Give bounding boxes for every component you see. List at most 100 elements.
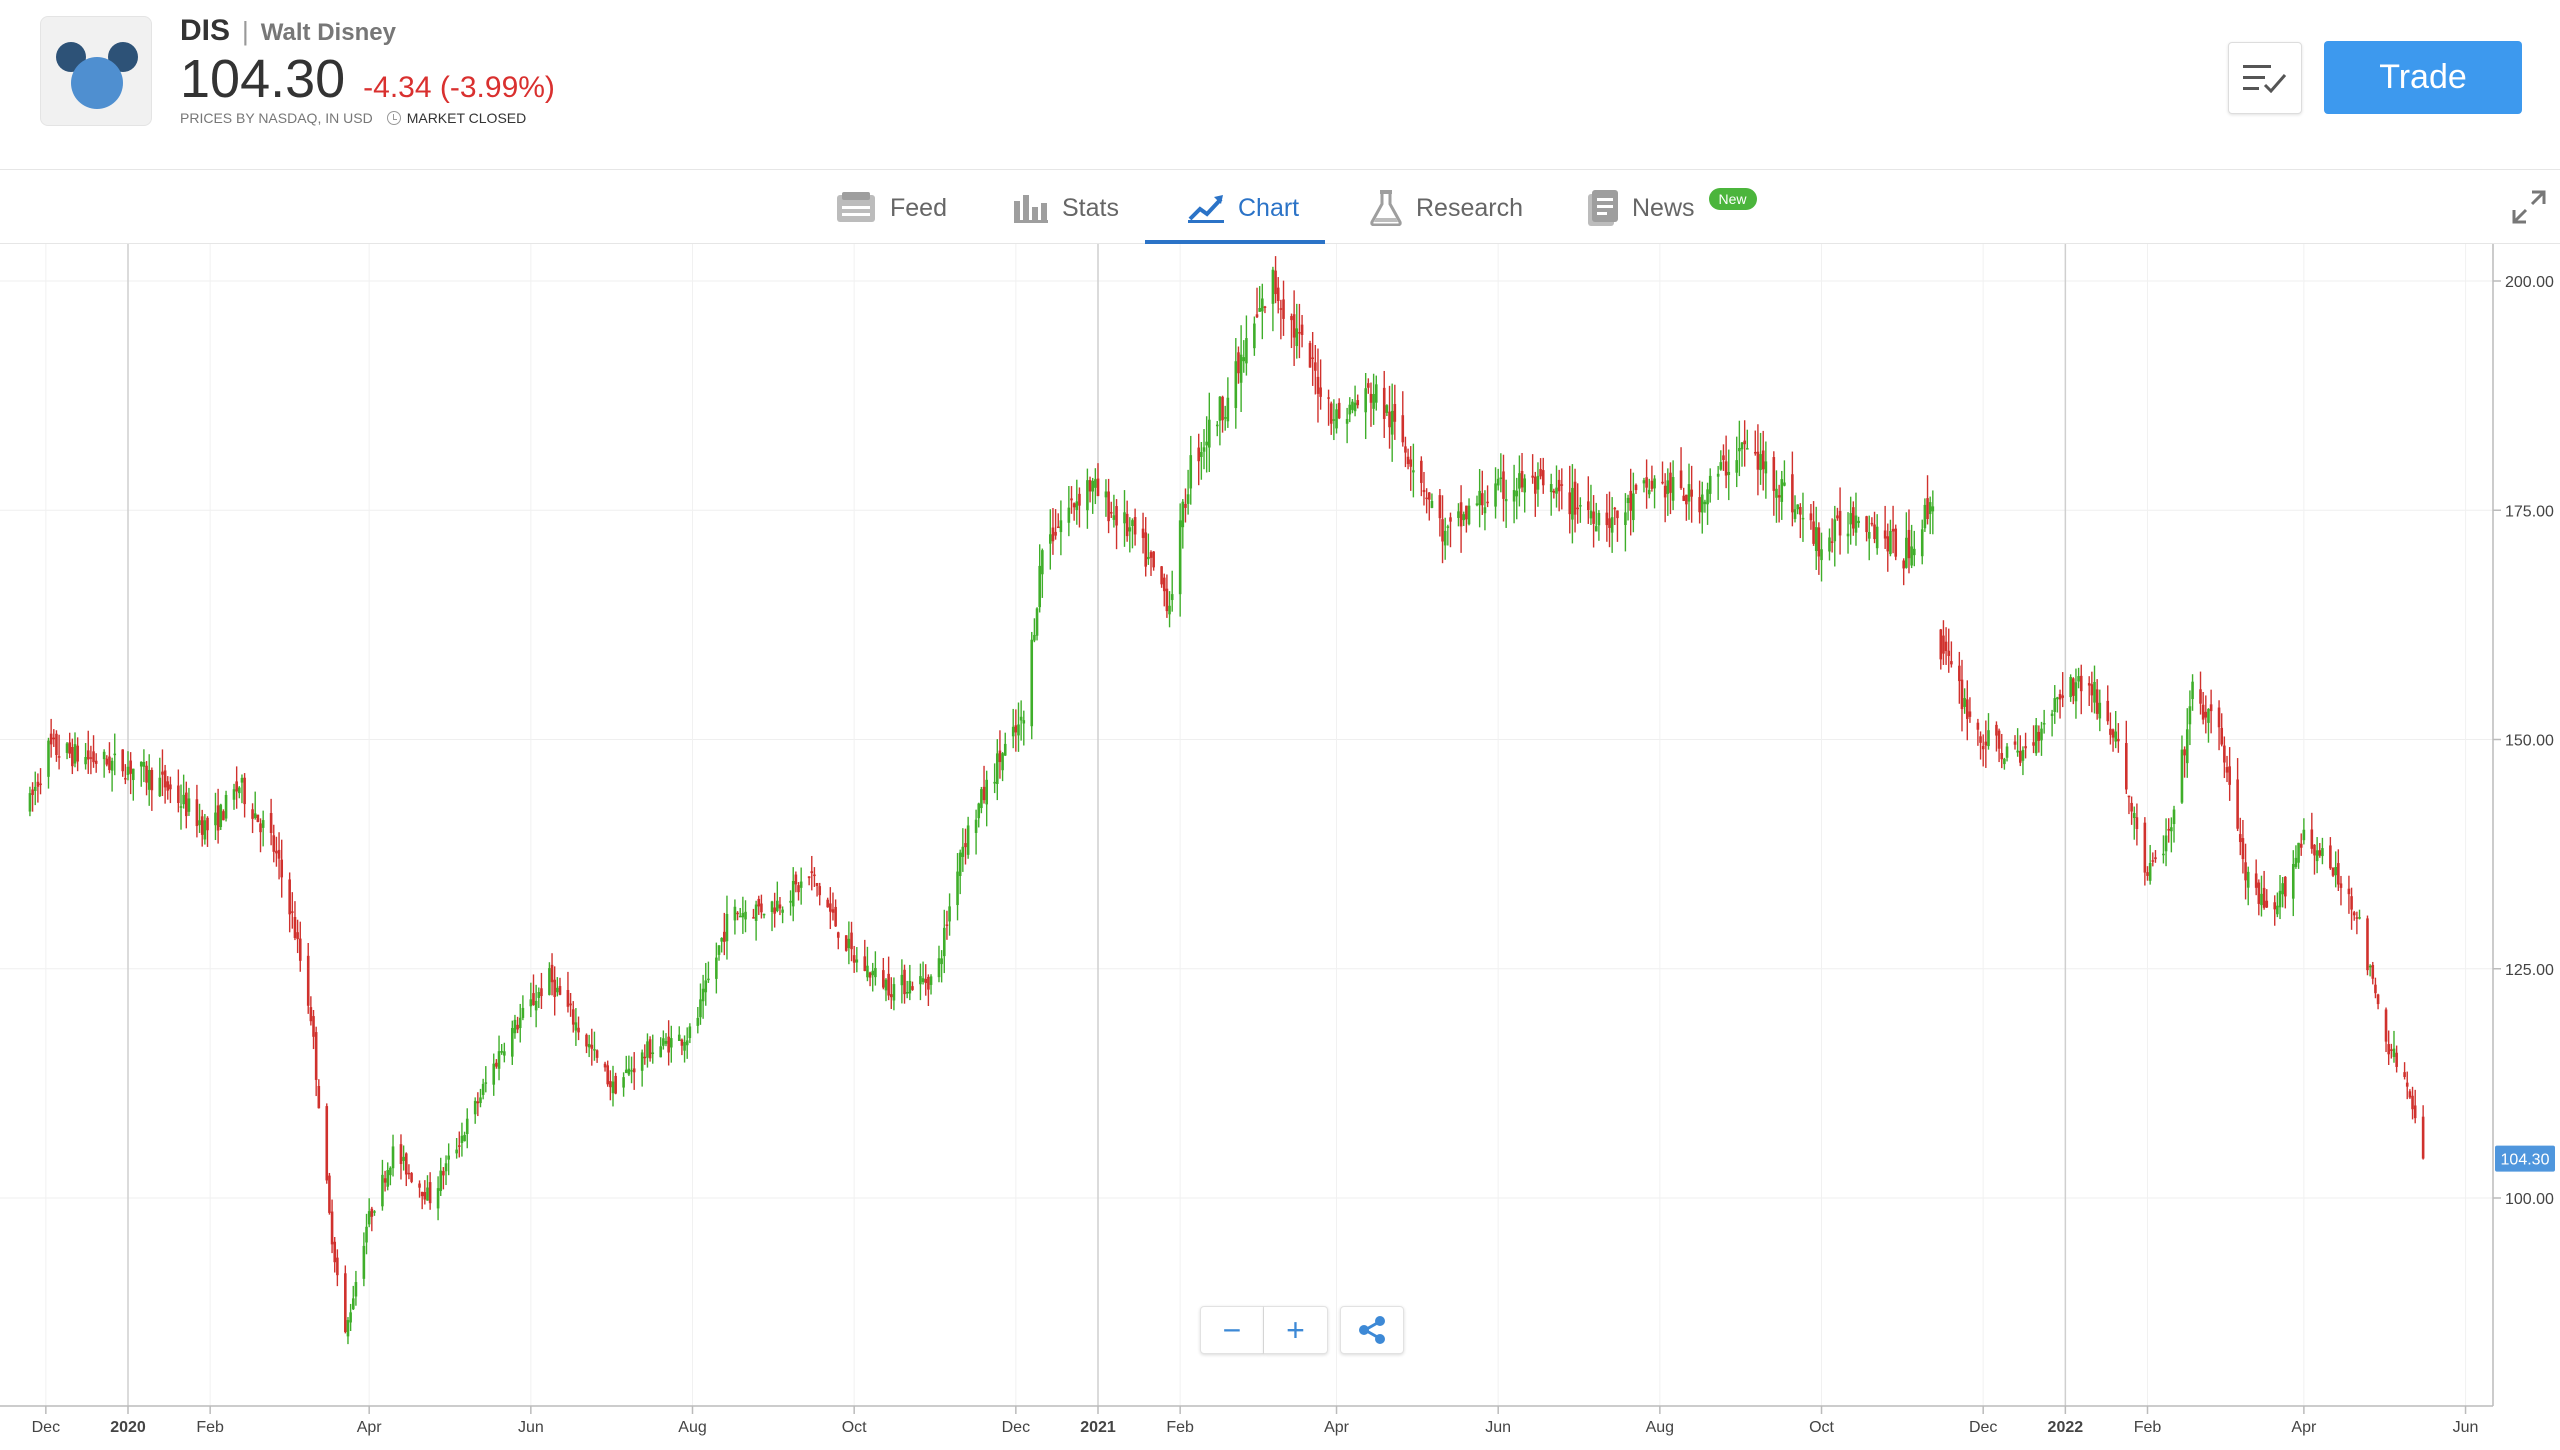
candle [911,981,914,991]
candle [1382,370,1386,438]
candle [1642,477,1646,493]
candle [1679,447,1683,490]
candle [2167,818,2171,843]
candle [2392,1030,2396,1063]
candle [889,977,893,1009]
candle [1533,471,1537,517]
candle [1353,385,1357,417]
candle [667,1020,670,1066]
candle [595,1049,599,1063]
candle [1597,510,1601,541]
price-chart[interactable]: 200.00 175.00 150.00 125.00 100.00 Dec 2020 Fe… [0,244,2560,1450]
candle [2262,870,2266,910]
candle [309,996,313,1026]
x-tick-label: Jun [2453,1419,2479,1436]
candle [214,792,217,841]
candle [1576,483,1579,524]
candle [1030,631,1034,740]
candle [571,1001,575,1033]
company-name: Walt Disney [260,19,396,46]
candle [317,1079,321,1109]
candle [1327,389,1330,426]
candle [102,749,106,778]
candle [2209,689,2213,734]
header: DIS | Walt Disney 104.30 -4.34 (-3.99%) … [0,0,2560,170]
candle [1512,464,1516,524]
candle [399,1134,403,1180]
candle [206,816,209,847]
candle [680,1038,684,1056]
candle [585,1033,588,1054]
x-tick-label: Jun [1485,1419,1511,1436]
candle [1653,475,1656,509]
candle [1883,505,1887,549]
candle [2408,1089,2412,1099]
expand-icon[interactable] [2512,190,2546,224]
zoom-out-button[interactable]: − [1200,1306,1264,1354]
x-tick-label: Oct [842,1419,867,1436]
candle [1226,377,1230,428]
candle [1727,449,1731,501]
candle [500,1043,503,1055]
candle [1223,405,1227,431]
candle [677,1026,681,1042]
x-tick-label: 2021 [1080,1419,1116,1436]
candle [1218,396,1222,446]
candle [362,1232,366,1287]
tab-research[interactable]: Research [1370,172,1523,244]
candle [354,1270,358,1306]
candle [1147,533,1150,565]
candle [2013,735,2017,750]
candle [863,939,867,972]
candle [1239,325,1243,413]
candle [537,987,541,1008]
tab-chart[interactable]: Chart [1188,172,1299,244]
candle [513,1014,517,1039]
candle [826,897,829,908]
candle [632,1052,636,1090]
share-button[interactable] [1340,1306,1404,1354]
candle [73,732,77,768]
candle [2347,875,2351,914]
candle [850,921,853,962]
candle [1170,570,1174,612]
candle [1446,524,1450,546]
candle [150,767,154,811]
candle [1253,316,1256,356]
candle [1486,485,1489,508]
candle [1276,277,1280,314]
candle [2146,866,2149,881]
watchlist-button[interactable] [2228,42,2302,114]
candle [1995,721,1998,752]
candle [1385,404,1389,417]
candle [2162,835,2165,864]
candle [1579,497,1582,523]
company-logo[interactable] [40,16,152,126]
candle [182,774,185,809]
candle [1944,627,1948,665]
tab-feed[interactable]: Feed [836,172,947,244]
candle [770,900,774,932]
candle [1886,523,1890,572]
candle [1208,392,1211,473]
candle [2053,685,2057,724]
candle [942,909,946,974]
candle [2000,733,2004,769]
candle [1905,512,1908,569]
candle [253,791,257,820]
candle [2109,712,2112,745]
chart-candles [28,256,2425,1345]
candle [1075,479,1079,525]
candle [1051,508,1055,555]
candle [1608,491,1611,548]
candle [1427,492,1431,521]
candle [1902,558,1905,586]
tab-news[interactable]: News New [1588,172,1757,244]
tab-stats[interactable]: Stats [1014,172,1119,244]
trade-button[interactable]: Trade [2324,41,2522,114]
candle [1920,519,1924,565]
candle [908,964,912,1001]
candle [1316,348,1320,423]
zoom-in-button[interactable]: + [1264,1306,1328,1354]
candle [948,893,951,936]
